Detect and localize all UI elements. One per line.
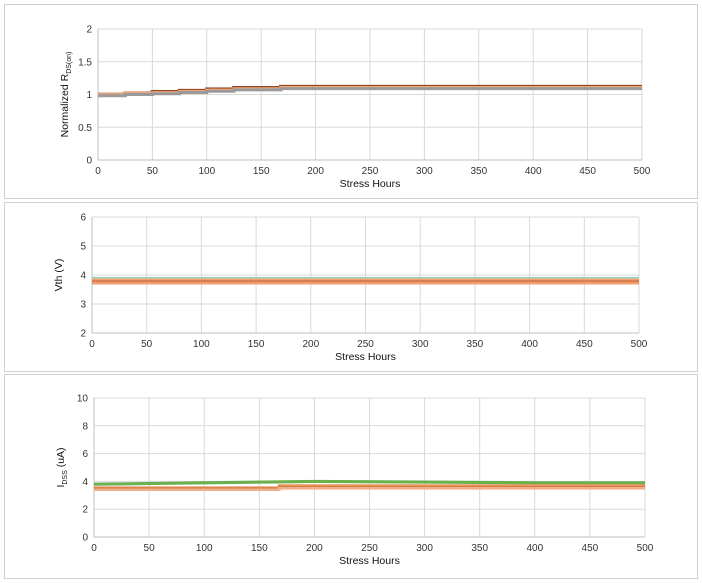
x-tick-label: 0	[89, 339, 95, 350]
x-tick-label: 300	[412, 339, 429, 350]
rdson-chart: 0 50 100 150 200 250 300 350 400 450 500 0 0.5 1 1.5 2 S…	[59, 25, 651, 191]
y-tick-label: 4	[82, 477, 88, 488]
x-tick-label: 0	[95, 166, 101, 177]
idss-chart: 0 50 100 150 200 250 300 350 400 450 500 0 2 4 6 8 10 Str…	[55, 394, 654, 568]
y-tick-label: 2	[86, 25, 92, 36]
y-tick-label: 8	[82, 421, 88, 432]
x-axis-title: Stress Hours	[335, 351, 396, 363]
x-tick-label: 100	[196, 543, 213, 554]
x-tick-label: 400	[521, 339, 538, 350]
x-tick-label: 50	[147, 166, 159, 177]
y-tick-label: 10	[77, 394, 89, 405]
x-tick-label: 0	[91, 543, 97, 554]
x-tick-label: 400	[526, 543, 543, 554]
y-tick-label: 6	[82, 449, 88, 460]
y-tick-label: 2	[82, 505, 88, 516]
series-line-1	[93, 479, 645, 486]
x-tick-label: 200	[306, 543, 323, 554]
chart-panel-vth: 0 50 100 150 200 250 300 350 400 450 500 2 3 4 5 6 Stres…	[4, 202, 698, 372]
x-tick-label: 100	[198, 166, 215, 177]
x-axis-title: Stress Hours	[340, 178, 401, 190]
x-tick-label: 500	[637, 543, 654, 554]
y-tick-label: 3	[80, 300, 86, 311]
x-tick-label: 250	[362, 166, 379, 177]
y-tick-label: 4	[80, 271, 86, 282]
y-tick-label: 5	[80, 242, 86, 253]
x-tick-label: 450	[582, 543, 599, 554]
x-tick-label: 100	[193, 339, 210, 350]
x-tick-label: 250	[361, 543, 378, 554]
vth-chart: 0 50 100 150 200 250 300 350 400 450 500 2 3 4 5 6 Stres…	[53, 213, 648, 364]
chart-panel-rdson: 0 50 100 150 200 250 300 350 400 450 500 0 0.5 1 1.5 2 S…	[4, 4, 698, 199]
y-axis-title: Normalized RDS(on)	[59, 52, 73, 138]
series-line-4	[98, 87, 642, 98]
chart-panel-idss: 0 50 100 150 200 250 300 350 400 450 500 0 2 4 6 8 10 Str…	[4, 374, 698, 579]
y-tick-label: 0	[82, 533, 88, 544]
x-tick-label: 150	[251, 543, 268, 554]
y-axis-title: IDSS (uA)	[55, 447, 69, 487]
y-tick-label: 1.5	[78, 57, 92, 68]
y-tick-label: 0	[86, 156, 92, 167]
x-tick-label: 300	[416, 166, 433, 177]
y-tick-label: 1	[86, 90, 92, 101]
y-tick-label: 6	[80, 213, 86, 224]
x-tick-label: 500	[631, 339, 648, 350]
x-tick-label: 350	[470, 166, 487, 177]
y-tick-label: 0.5	[78, 123, 92, 134]
x-tick-label: 450	[576, 339, 593, 350]
x-tick-label: 250	[357, 339, 374, 350]
x-tick-label: 50	[141, 339, 153, 350]
x-tick-label: 50	[144, 543, 156, 554]
x-tick-label: 450	[579, 166, 596, 177]
x-axis-title: Stress Hours	[339, 555, 400, 567]
x-tick-label: 300	[416, 543, 433, 554]
x-tick-label: 400	[525, 166, 542, 177]
x-tick-label: 200	[307, 166, 324, 177]
x-tick-label: 200	[302, 339, 319, 350]
series-line-4	[94, 486, 645, 492]
x-tick-label: 150	[253, 166, 270, 177]
y-axis-title: Vth (V)	[53, 259, 65, 292]
x-tick-label: 500	[634, 166, 651, 177]
x-tick-label: 350	[471, 543, 488, 554]
x-tick-label: 350	[467, 339, 484, 350]
x-tick-label: 150	[248, 339, 265, 350]
y-tick-label: 2	[80, 329, 86, 340]
